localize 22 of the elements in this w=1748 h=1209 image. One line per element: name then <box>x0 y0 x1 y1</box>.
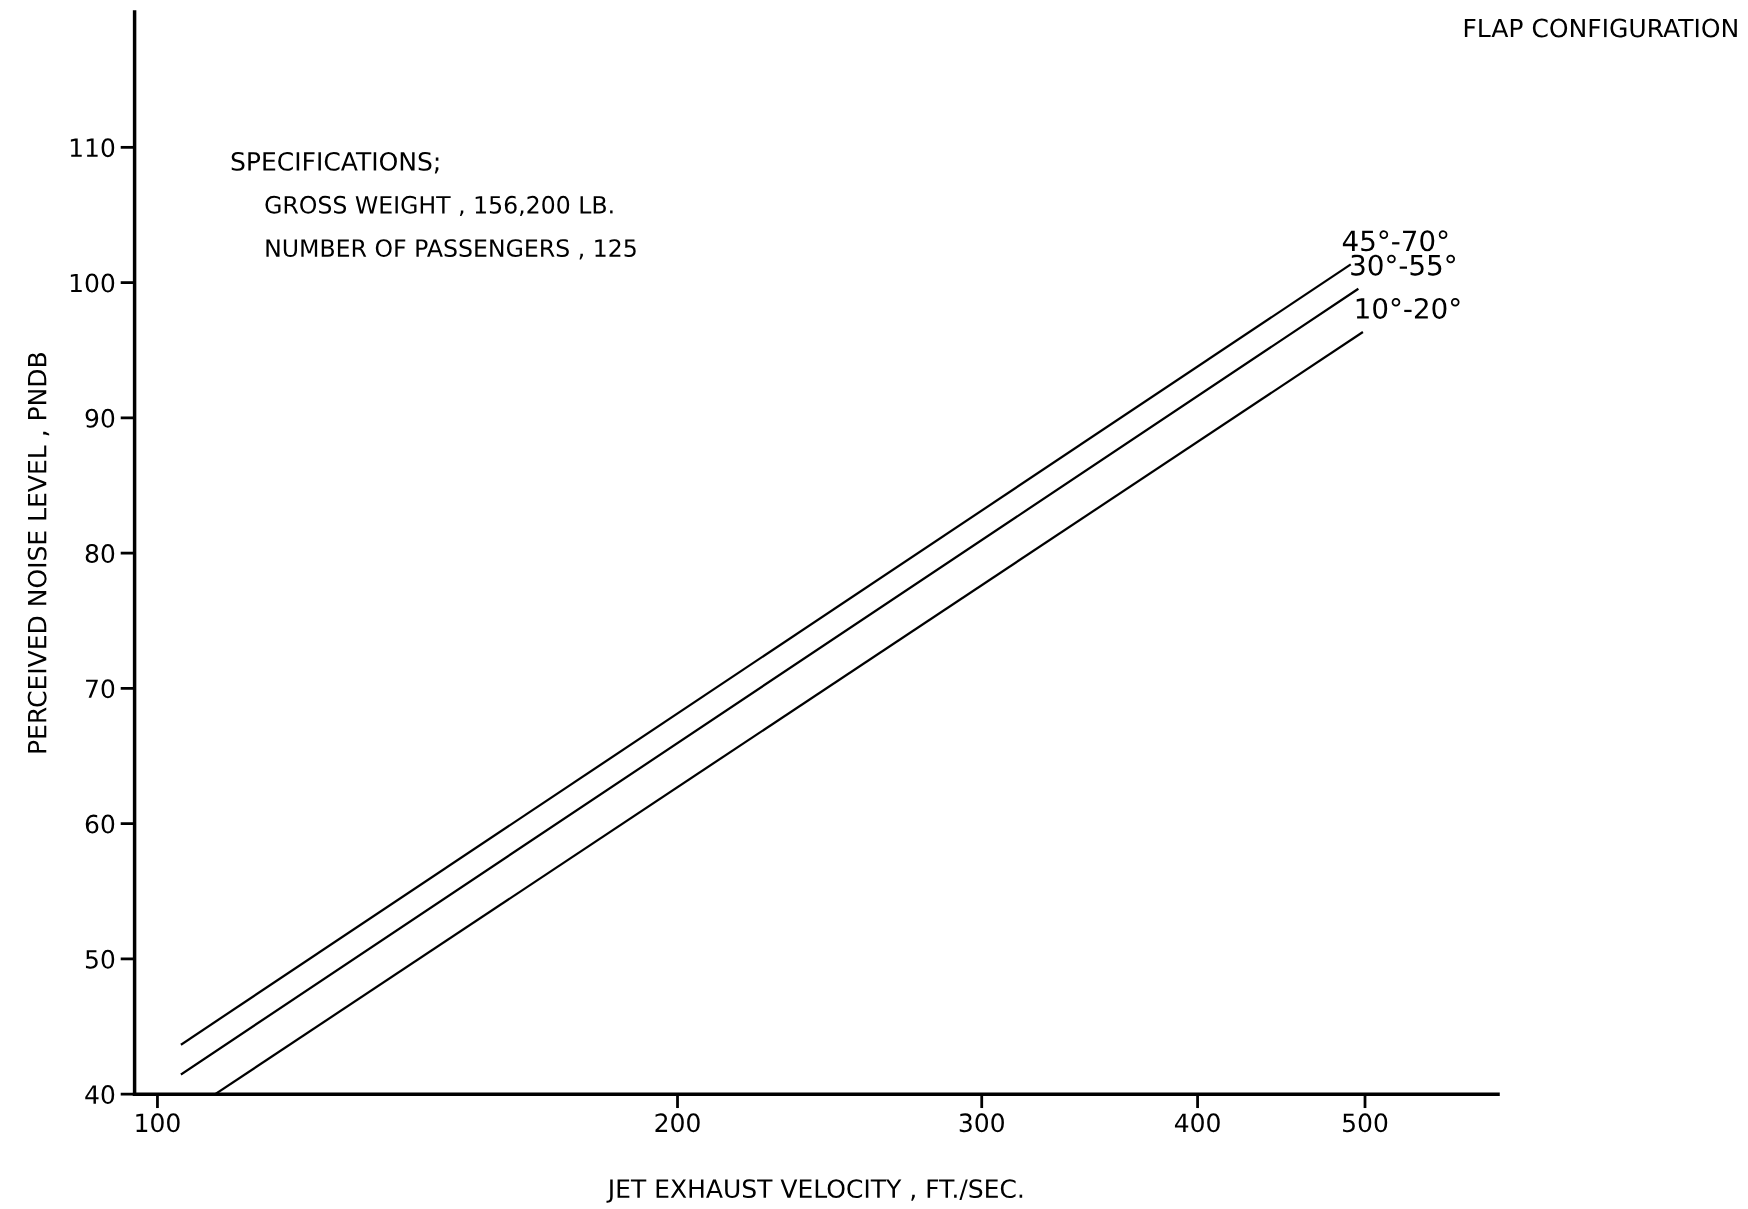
y-tick-label: 50 <box>85 949 115 969</box>
annotation: SPECIFICATIONS; <box>231 151 439 174</box>
x-tick-label: 200 <box>655 1113 700 1133</box>
text: FLAP CONFIGURATION <box>1464 18 1737 38</box>
series-label: 10°-20° <box>1356 297 1460 319</box>
y-tick-label: 90 <box>85 408 115 428</box>
y-axis-title: PERCEIVED NOISE LEVEL , PNDB <box>27 353 50 753</box>
x-tick-label: 500 <box>1343 1113 1388 1133</box>
y-tick-label: 110 <box>70 138 115 158</box>
series-label: 30°-55° <box>1351 254 1455 276</box>
series-label: 45°-70° <box>1342 230 1448 252</box>
x-tick-label: 300 <box>959 1113 1004 1133</box>
annotation: GROSS WEIGHT , 156,200 LB. <box>265 195 613 217</box>
y-tick-label: 80 <box>85 544 115 563</box>
x-axis-title: JET EXHAUST VELOCITY , FT./SEC. <box>606 1179 1023 1203</box>
y-tick-label: 100 <box>70 273 115 293</box>
x-tick-label: 100 <box>136 1113 180 1133</box>
annotation: NUMBER OF PASSENGERS , 125 <box>266 239 636 260</box>
x-tick-label: 400 <box>1174 1113 1220 1133</box>
y-tick-label: 60 <box>85 814 115 834</box>
y-tick-label: 40 <box>85 1085 115 1104</box>
y-tick-label: 70 <box>86 679 115 699</box>
